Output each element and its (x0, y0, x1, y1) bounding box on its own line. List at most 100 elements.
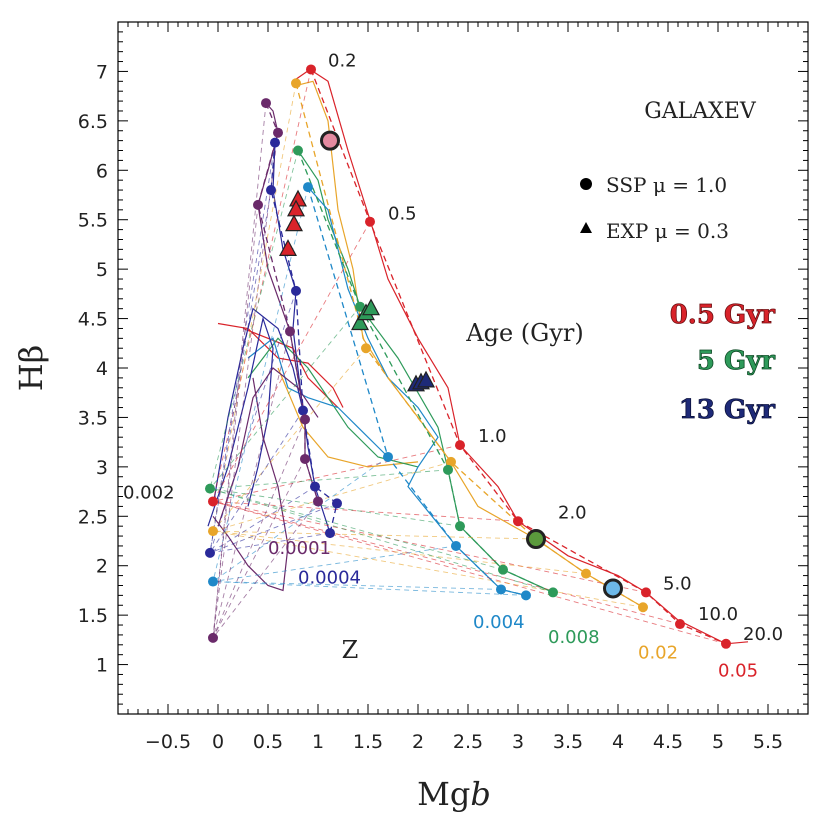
series-line (295, 83, 644, 608)
x-tick-label: 4 (612, 731, 624, 753)
metallicity-annotation: 0.0004 (298, 568, 361, 589)
chart-title: GALAXEV (644, 99, 757, 124)
data-point (291, 285, 301, 296)
data-point (638, 602, 648, 613)
x-tick-label: 5 (712, 731, 724, 753)
series-connector (212, 530, 644, 608)
series-connector (212, 132, 279, 638)
metallicity-annotation: 0.002 (123, 482, 175, 503)
data-point (325, 528, 335, 539)
x-tick-label: −0.5 (145, 731, 191, 753)
age-annotation: 0.5 (388, 204, 417, 225)
series-connector (209, 488, 504, 571)
series-connector (212, 501, 319, 639)
metallicity-annotation: 0.004 (473, 612, 525, 633)
series-connector (212, 581, 527, 596)
evolution-track (277, 367, 419, 468)
age-legend-13: 13 Gyr (679, 395, 776, 425)
age-title: Age (Gyr) (465, 319, 583, 347)
ssp-highlight-point (526, 529, 546, 550)
y-tick-label: 2.5 (78, 506, 108, 528)
evolution-track (217, 322, 344, 408)
exp-triangle-point (285, 214, 303, 232)
series-line (297, 150, 554, 593)
data-point (285, 326, 295, 337)
data-point (273, 127, 283, 138)
data-point (300, 414, 310, 425)
metallicity-annotation: 0.05 (718, 660, 758, 681)
y-tick-label: 1.5 (78, 605, 108, 627)
ssp-highlight-point (603, 578, 623, 599)
y-tick-label: 4 (96, 358, 108, 380)
series-connector (212, 221, 371, 502)
age-annotation: 0.2 (328, 50, 357, 71)
data-point (675, 619, 685, 630)
data-point (451, 540, 461, 551)
metallicity-annotation: 0.008 (548, 627, 600, 648)
series-connector (212, 419, 306, 639)
y-tick-label: 1 (96, 655, 108, 677)
series-connector (209, 290, 297, 554)
z-title: Z (342, 636, 359, 664)
data-point (443, 464, 453, 475)
series-connector (209, 503, 338, 554)
data-point (355, 301, 365, 312)
marks (205, 64, 731, 649)
data-point (208, 576, 218, 587)
series-connector (209, 306, 361, 489)
series-connector (212, 69, 312, 502)
x-tick-label: 0 (212, 731, 224, 753)
data-point (641, 587, 651, 598)
data-point (293, 145, 303, 156)
series-connector (212, 581, 502, 590)
data-point (310, 481, 320, 492)
series-connector (209, 150, 299, 489)
x-tick-label: 3.5 (553, 731, 583, 753)
age-annotation: 2.0 (558, 502, 587, 523)
y-tick-label: 6.5 (78, 111, 108, 133)
evolution-track (292, 68, 749, 645)
data-point (455, 440, 465, 451)
series-connector (209, 486, 316, 554)
legend-ssp-marker (580, 178, 592, 190)
evolution-track (212, 377, 289, 592)
ssp-highlight-point (320, 130, 340, 151)
exp-triangle-point (279, 239, 297, 256)
x-tick-label: 2.5 (453, 731, 483, 753)
series-connector (209, 532, 331, 554)
data-point (361, 343, 371, 354)
x-tick-label: 1 (312, 731, 324, 753)
age-annotation: 1.0 (478, 426, 507, 447)
age-annotation: 5.0 (663, 573, 692, 594)
series-connector (209, 410, 304, 554)
exp-triangle-point (287, 199, 305, 217)
metallicity-annotation: 0.0001 (268, 538, 331, 559)
data-point (548, 587, 558, 598)
legend-ssp-label: SSP μ = 1.0 (606, 173, 727, 197)
exp-triangle-point (417, 370, 435, 388)
data-point (300, 453, 310, 464)
evolution-track (297, 150, 554, 593)
data-point (721, 638, 731, 649)
series-connector (212, 444, 461, 502)
data-point (365, 216, 375, 227)
evolution-track (242, 327, 339, 408)
data-point (455, 521, 465, 532)
data-point (581, 568, 591, 579)
series-connector (212, 347, 367, 532)
data-point (306, 64, 316, 75)
data-point (205, 483, 215, 494)
x-tick-label: 0.5 (253, 731, 283, 753)
exp-triangle-point (351, 313, 369, 331)
legend-exp-label: EXP μ = 0.3 (606, 219, 729, 243)
y-tick-label: 5.5 (78, 210, 108, 232)
data-point (496, 584, 506, 595)
evolution-track (212, 307, 304, 507)
exp-triangle-point (362, 298, 380, 316)
series-connector (209, 142, 276, 553)
data-point (332, 498, 342, 509)
y-tick-label: 3.5 (78, 407, 108, 429)
series-connector (212, 331, 291, 638)
evolution-track (247, 337, 389, 458)
